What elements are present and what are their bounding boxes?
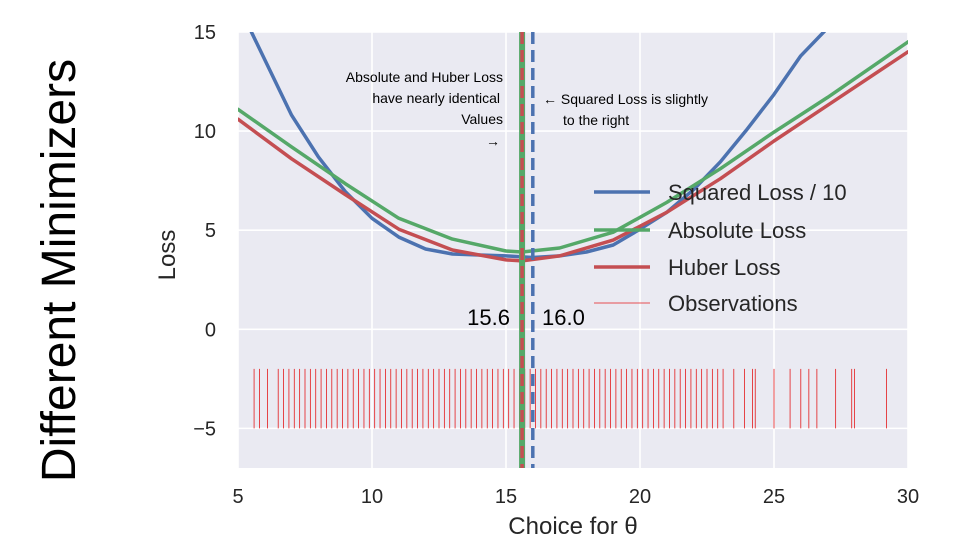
annotation-right-line2: to the right [563,112,629,128]
y-tick-label: 10 [194,121,216,143]
y-tick-label: −5 [193,418,216,440]
curve-squared [249,32,827,260]
x-tick-label: 5 [232,486,243,508]
annotation-right-line1: ← Squared Loss is slightly [543,91,708,107]
x-axis-label: Choice for θ [508,513,637,540]
legend-label-huber: Huber Loss [668,255,781,280]
y-tick-label: 5 [205,220,216,242]
legend-label-observations: Observations [668,291,798,316]
y-tick-label: 15 [194,22,216,44]
x-tick-label: 10 [361,486,383,508]
x-tick-label: 25 [763,486,785,508]
minimizer-lines [519,32,535,468]
legend-label-absolute: Absolute Loss [668,218,806,243]
x-tick-label: 15 [495,486,517,508]
annotation-left-line3: Values [461,111,503,127]
annotation-left-line1: Absolute and Huber Loss [346,69,503,85]
y-tick-label: 0 [205,319,216,341]
y-axis-label: Loss [154,230,181,281]
x-tick-label: 30 [897,486,919,508]
x-tick-label: 20 [629,486,651,508]
vline-label-squared: 16.0 [542,305,585,330]
legend-label-squared: Squared Loss / 10 [668,180,847,205]
observations-rug [253,368,887,429]
curve-huber [238,50,908,263]
loss-curves [238,32,908,263]
legend: Squared Loss / 10 Absolute Loss Huber Lo… [594,180,847,316]
curve-absolute [238,40,908,254]
annotation-left-arrow: → [486,133,500,149]
annotation-left-line2: have nearly identical [372,90,500,106]
axis-ticks: 5 10 15 20 25 30 −5 0 5 10 15 [193,22,919,508]
vline-label-absolute-huber: 15.6 [467,305,510,330]
